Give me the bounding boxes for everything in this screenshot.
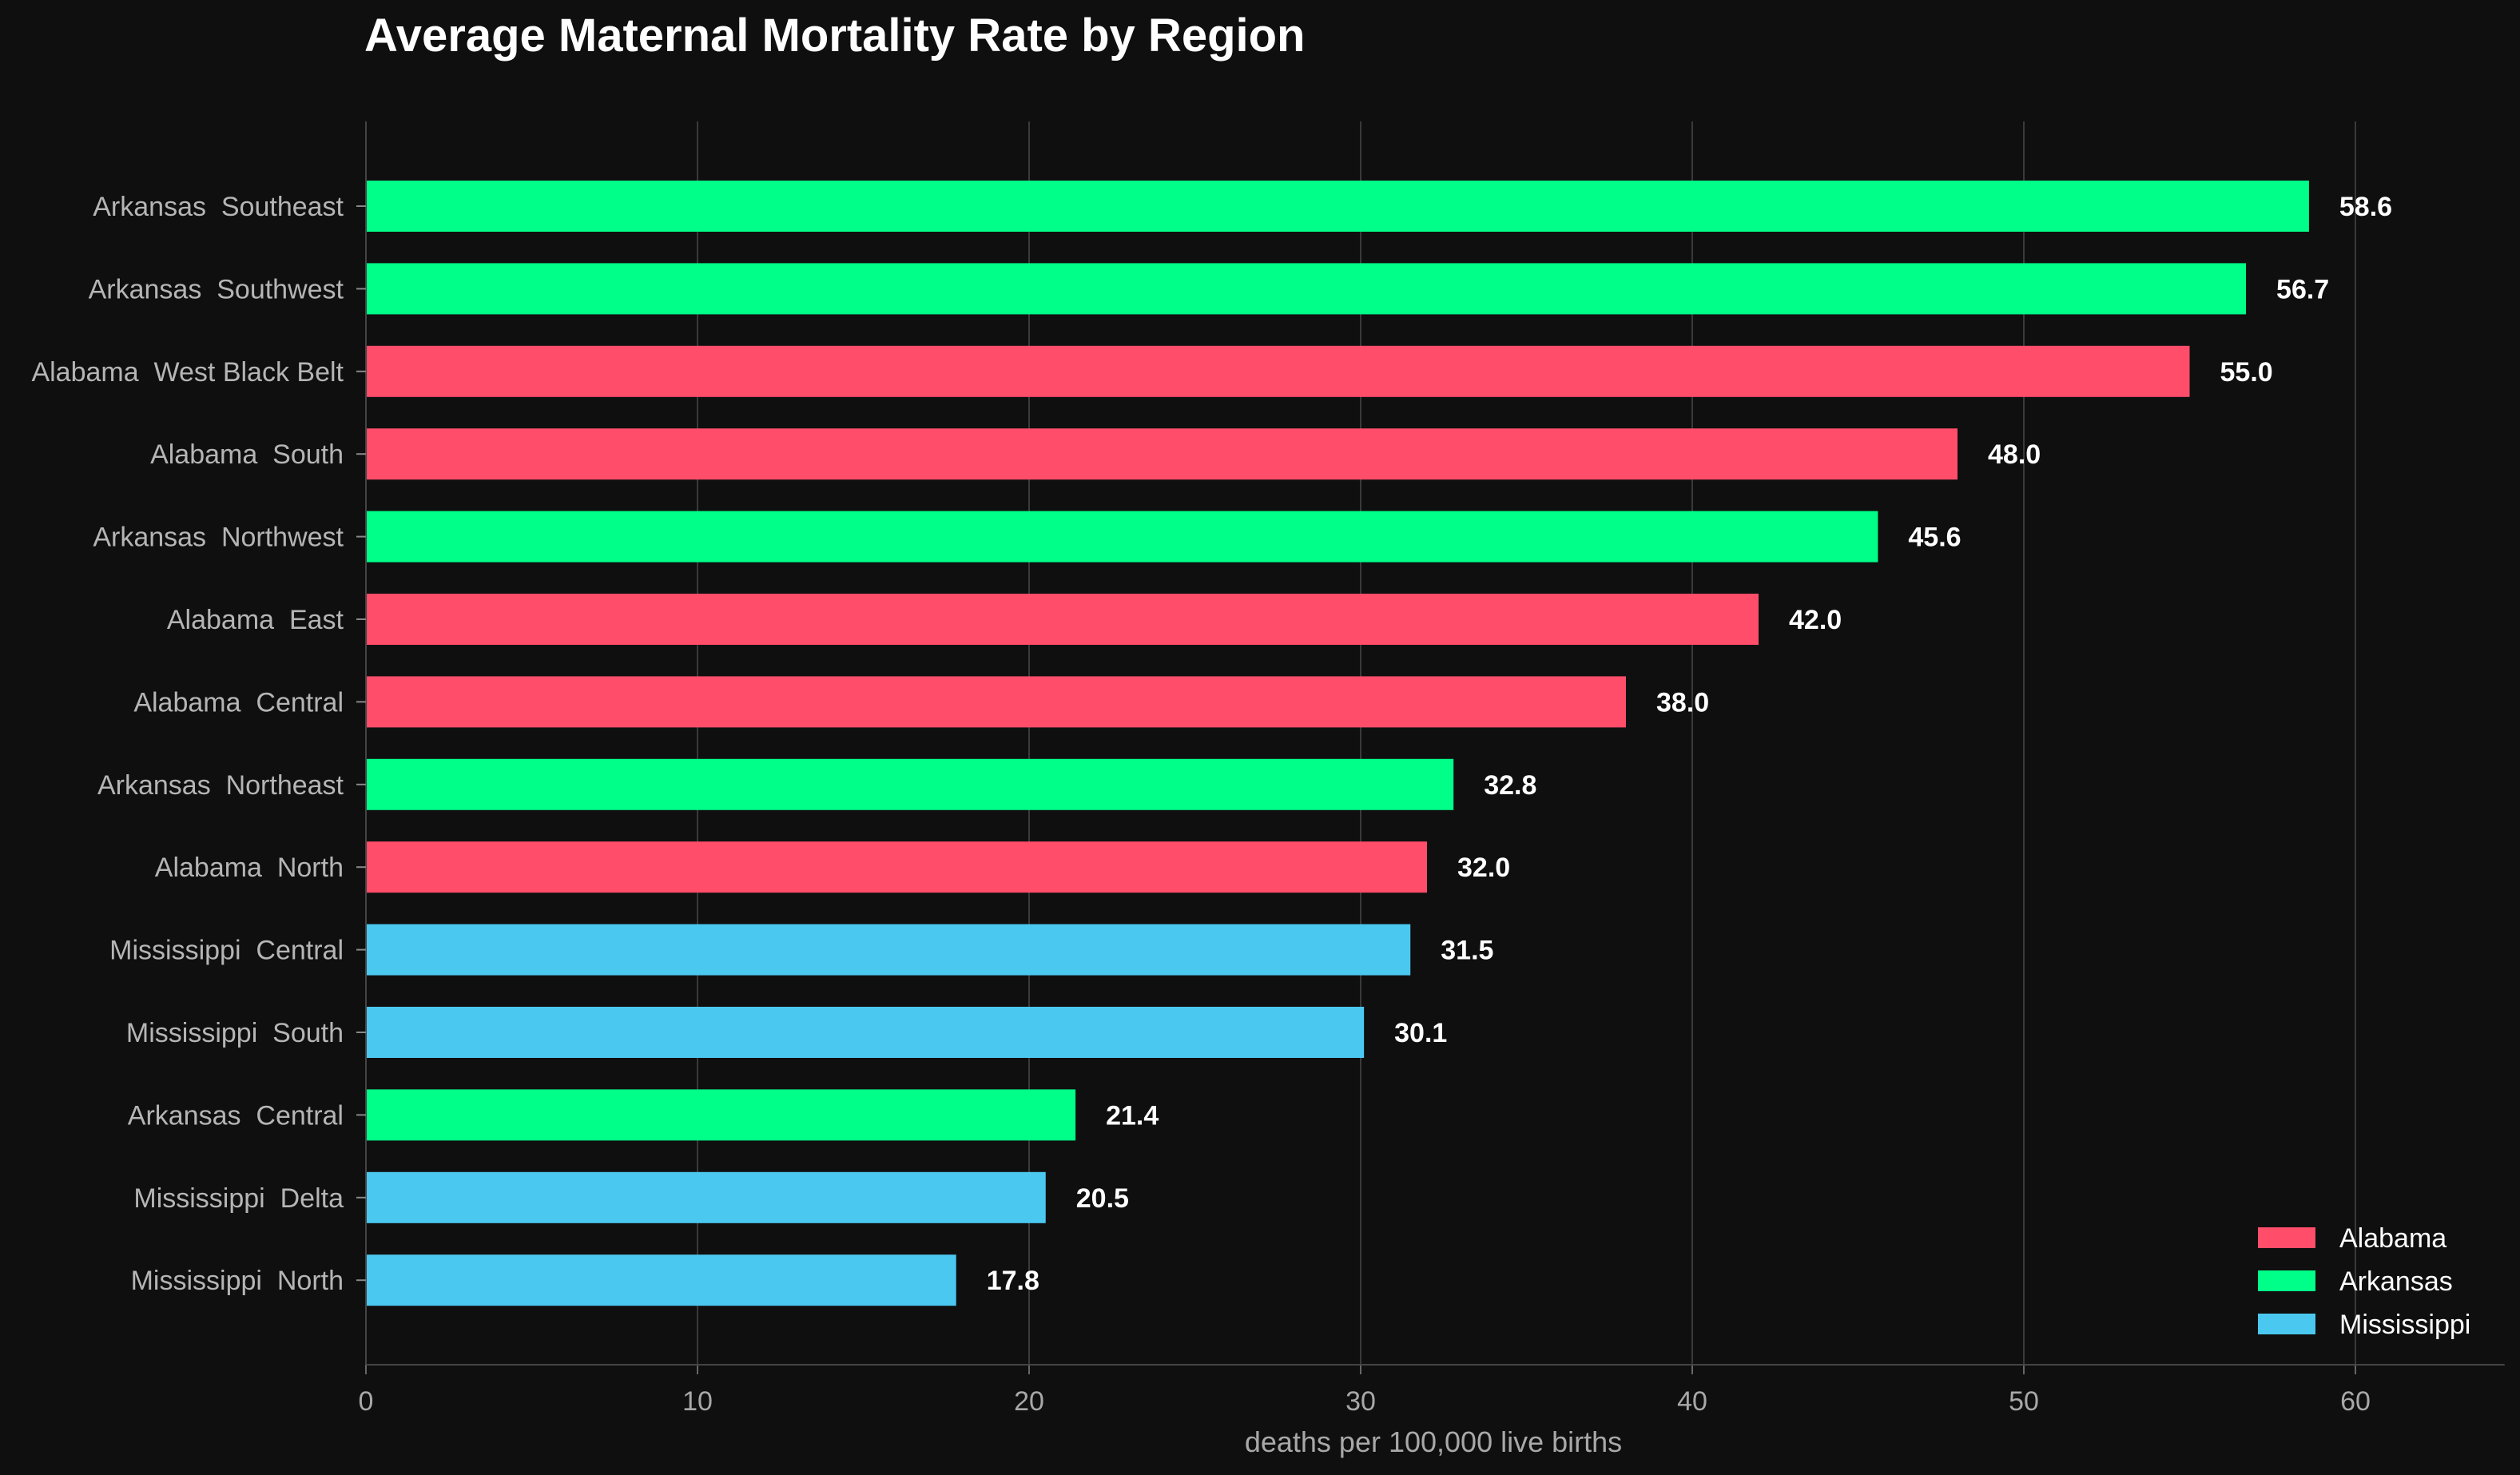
y-tick-label: Arkansas Northwest (93, 523, 344, 553)
value-label: 58.6 (2339, 192, 2392, 222)
y-tick-label: Arkansas Southwest (89, 274, 344, 304)
y-tick-label: Mississippi South (126, 1018, 344, 1048)
value-label: 17.8 (987, 1266, 1039, 1296)
y-tick-label: Mississippi Central (109, 936, 344, 966)
legend-label-mississippi: Mississippi (2339, 1310, 2470, 1340)
y-tick-label: Alabama Central (133, 687, 344, 718)
y-tick-label: Arkansas Northeast (97, 770, 344, 801)
x-tick-label: 50 (2009, 1386, 2039, 1417)
y-tick-label: Arkansas Central (128, 1100, 344, 1131)
value-labels: 58.6 56.7 55.0 48.0 45.6 42.0 38.0 32.8 32.0 31.5… (987, 192, 2392, 1296)
bar (366, 594, 1759, 645)
value-label: 55.0 (2220, 357, 2273, 388)
value-label: 48.0 (1988, 439, 2041, 470)
x-tick-labels: 0 10 20 30 40 50 60 (359, 1386, 2371, 1417)
chart-title: Average Maternal Mortality Rate by Regio… (364, 10, 1305, 62)
y-tick-label: Mississippi North (131, 1266, 344, 1296)
bar (366, 924, 1411, 976)
bar (366, 345, 2190, 397)
bar (366, 1089, 1076, 1141)
bars (366, 181, 2309, 1306)
bar (366, 841, 1427, 893)
bar (366, 428, 1958, 480)
legend-swatch-arkansas (2258, 1270, 2315, 1291)
x-tick-label: 40 (1677, 1386, 1707, 1417)
x-tick-label: 30 (1345, 1386, 1376, 1417)
bar (366, 1007, 1365, 1058)
value-label: 32.0 (1457, 853, 1510, 883)
value-label: 42.0 (1789, 605, 1842, 635)
x-axis-label: deaths per 100,000 live births (1245, 1425, 1622, 1458)
value-label: 21.4 (1106, 1100, 1159, 1131)
value-label: 45.6 (1908, 523, 1961, 553)
y-tick-label: Alabama North (155, 853, 344, 883)
x-tick-label: 10 (682, 1386, 713, 1417)
value-label: 56.7 (2276, 274, 2329, 304)
y-tick-label: Mississippi Delta (133, 1183, 344, 1214)
bar (366, 758, 1454, 810)
y-tick-label: Alabama South (150, 439, 344, 470)
y-tick-label: Alabama East (167, 605, 344, 635)
bar (366, 181, 2309, 232)
x-tick-label: 0 (359, 1386, 374, 1417)
bar (366, 511, 1878, 563)
bar (366, 676, 1626, 728)
bar (366, 263, 2247, 315)
legend-swatch-mississippi (2258, 1314, 2315, 1334)
axes (356, 121, 2505, 1374)
value-label: 31.5 (1441, 936, 1493, 966)
value-label: 30.1 (1394, 1018, 1447, 1048)
value-label: 38.0 (1656, 687, 1709, 718)
legend-label-alabama: Alabama (2339, 1223, 2446, 1254)
legend-swatch-alabama (2258, 1227, 2315, 1248)
bar (366, 1254, 956, 1306)
y-tick-label: Arkansas Southeast (93, 192, 344, 222)
value-label: 32.8 (1484, 770, 1536, 801)
value-label: 20.5 (1076, 1183, 1129, 1214)
y-tick-label: Alabama West Black Belt (31, 357, 344, 388)
legend: Alabama Arkansas Mississippi (2258, 1223, 2470, 1340)
x-tick-label: 60 (2340, 1386, 2371, 1417)
x-tick-label: 20 (1014, 1386, 1044, 1417)
legend-label-arkansas: Arkansas (2339, 1266, 2453, 1297)
bar (366, 1171, 1046, 1223)
y-tick-labels: Arkansas Southeast Arkansas Southwest Alab… (31, 192, 344, 1296)
